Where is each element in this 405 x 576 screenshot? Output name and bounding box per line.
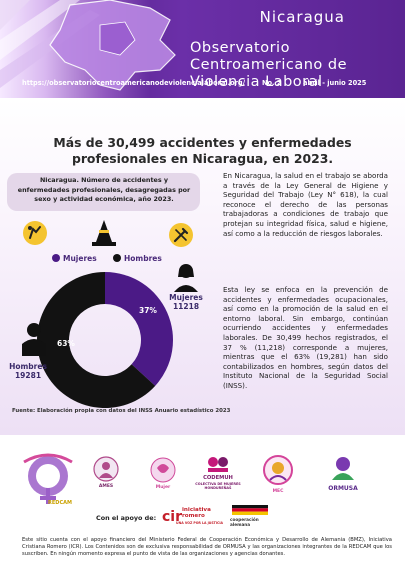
german-flag-icon	[232, 505, 268, 515]
women-percent-label: 37%	[139, 306, 157, 315]
legend-men: Hombres	[113, 254, 162, 263]
body-paragraph-1: En Nicaragua, la salud en el trabajo se …	[223, 171, 388, 238]
legend-men-label: Hombres	[124, 254, 162, 263]
icr-logo: cir	[162, 509, 182, 525]
codemuh-sub-label: COLECTIVA DE MUJERES HONDUREÑAS	[195, 482, 241, 490]
donut-chart	[36, 272, 173, 408]
redcam-logo	[23, 453, 73, 504]
chart-title-box	[7, 173, 200, 211]
nicaragua-map-icon	[49, 0, 176, 91]
donut-slice-men	[36, 272, 156, 408]
women-count-label: Mujeres 11218	[164, 293, 208, 311]
ormusa-label: ORMUSA	[328, 485, 358, 492]
issue-period: abril - junio 2025	[303, 79, 367, 87]
redcam-label: REDCAM	[48, 500, 72, 506]
mujer-label: Mujer	[155, 485, 171, 490]
header-banner: Nicaragua Observatorio Centroamericano d…	[0, 0, 405, 98]
legend-women-label: Mujeres	[63, 254, 97, 263]
country-name: Nicaragua	[259, 8, 345, 26]
mec-logo	[263, 455, 293, 485]
icr-sub: UNA VOZ POR LA JUSTICIA	[176, 521, 224, 525]
ames-label: AMES	[98, 484, 114, 489]
men-count-label: Hombres 19281	[6, 362, 50, 380]
support-label: Con el apoyo de:	[96, 514, 157, 522]
men-percent-label: 63%	[57, 339, 75, 348]
disclaimer: Este sitio cuenta con el apoyo financier…	[22, 537, 392, 558]
women-count: 11218	[172, 302, 200, 311]
tools-icon	[169, 223, 193, 247]
chart-source: Fuente: Elaboración propia con datos del…	[12, 408, 231, 414]
website-link[interactable]: https://observatoriocentroamericanodevio…	[22, 79, 246, 87]
men-count: 19281	[14, 371, 42, 380]
chart-title: Nicaragua. Número de accidentes y enferm…	[17, 176, 191, 203]
injury-icon	[23, 221, 47, 245]
issue-number: No. 2	[262, 79, 282, 87]
body-paragraph-2: Esta ley se enfoca en la prevención de a…	[223, 285, 388, 390]
men-name: Hombres	[9, 362, 47, 371]
observatory-title: Observatorio Centroamericano de Violenci…	[190, 40, 348, 90]
legend-women-swatch	[52, 254, 60, 262]
icr-name: iniciativa romero	[182, 507, 211, 519]
codemuh-logo	[208, 457, 228, 472]
mec-label: MEC	[272, 489, 284, 494]
donut-slice-women	[105, 272, 173, 386]
coop-label: cooperación alemana	[230, 517, 259, 527]
page-title: Más de 30,499 accidentes y enfermedades …	[53, 135, 352, 166]
legend-women: Mujeres	[52, 254, 97, 263]
legend-men-swatch	[113, 254, 121, 262]
ormusa-logo	[332, 457, 354, 480]
codemuh-label: CODEMUH	[203, 475, 233, 481]
svg-text:cir: cir	[162, 509, 182, 525]
safety-cone-icon	[92, 220, 116, 246]
mujer-logo	[150, 457, 176, 483]
man-icon	[22, 323, 46, 356]
woman-icon	[174, 264, 198, 292]
women-name: Mujeres	[169, 293, 203, 302]
ames-logo	[93, 456, 119, 482]
